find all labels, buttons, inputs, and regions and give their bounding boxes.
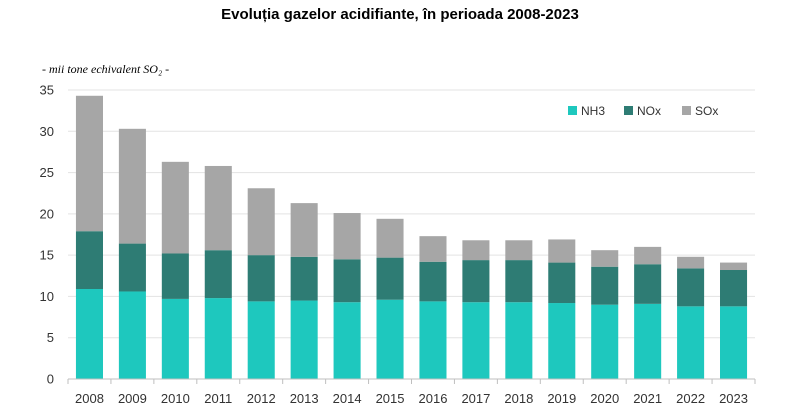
bar-nox-2019	[548, 262, 576, 304]
bar-nox-2016	[419, 261, 447, 302]
bar-sox-2017	[462, 240, 490, 261]
bar-nh3-2008	[75, 288, 103, 379]
bars-layer	[75, 95, 748, 379]
y-tick-label-35: 35	[40, 83, 54, 98]
bar-sox-2010	[161, 161, 189, 254]
legend-layer: NH3 NOx SOx	[568, 104, 718, 118]
x-tick-label-2017: 2017	[461, 391, 490, 406]
bar-nox-2020	[591, 266, 619, 305]
legend-label-sox: SOx	[695, 104, 718, 118]
bar-nh3-2012	[247, 301, 275, 379]
y-tick-label-30: 30	[40, 124, 54, 139]
x-tick-label-2008: 2008	[75, 391, 104, 406]
bar-nox-2011	[204, 250, 232, 299]
y-tick-label-0: 0	[47, 372, 54, 387]
bar-sox-2023	[720, 262, 748, 271]
bar-sox-2014	[333, 213, 361, 260]
bar-sox-2008	[75, 95, 103, 232]
bar-nh3-2023	[720, 306, 748, 379]
bar-sox-2018	[505, 240, 533, 261]
bar-sox-2009	[118, 128, 146, 244]
chart-title: Evoluția gazelor acidifiante, în perioad…	[221, 6, 579, 23]
x-tick-label-2022: 2022	[676, 391, 705, 406]
x-tick-label-2015: 2015	[376, 391, 405, 406]
bar-nh3-2016	[419, 301, 447, 379]
legend-swatch-nox	[624, 106, 633, 115]
bar-nh3-2015	[376, 299, 404, 379]
bar-nox-2015	[376, 257, 404, 300]
unit-label: - mii tone echivalent SO₂ -	[42, 62, 170, 76]
x-tick-label-2016: 2016	[419, 391, 448, 406]
x-tick-label-2018: 2018	[504, 391, 533, 406]
bar-sox-2019	[548, 239, 576, 263]
x-tick-label-2023: 2023	[719, 391, 748, 406]
y-tick-label-20: 20	[40, 206, 54, 221]
bar-nox-2021	[634, 264, 662, 304]
legend-swatch-nh3	[568, 106, 577, 115]
bar-sox-2015	[376, 218, 404, 258]
bar-sox-2012	[247, 188, 275, 256]
bar-sox-2021	[634, 246, 662, 265]
bar-nox-2010	[161, 253, 189, 299]
bar-nh3-2017	[462, 302, 490, 379]
legend-swatch-sox	[682, 106, 691, 115]
bar-nh3-2010	[161, 298, 189, 379]
bar-nh3-2022	[677, 306, 705, 379]
bar-nox-2017	[462, 260, 490, 303]
legend-label-nox: NOx	[637, 104, 661, 118]
x-tick-label-2009: 2009	[118, 391, 147, 406]
bar-nh3-2013	[290, 300, 318, 379]
bar-nh3-2018	[505, 302, 533, 379]
legend-label-nh3: NH3	[581, 104, 605, 118]
x-tick-label-2021: 2021	[633, 391, 662, 406]
bar-nh3-2020	[591, 304, 619, 379]
x-tick-label-2012: 2012	[247, 391, 276, 406]
y-tick-label-5: 5	[47, 330, 54, 345]
bar-sox-2011	[204, 165, 232, 251]
x-tick-label-2010: 2010	[161, 391, 190, 406]
bar-sox-2022	[677, 256, 705, 269]
bar-nox-2009	[118, 243, 146, 292]
x-tick-label-2020: 2020	[590, 391, 619, 406]
bar-nox-2012	[247, 255, 275, 302]
y-tick-label-10: 10	[40, 289, 54, 304]
bar-nh3-2014	[333, 302, 361, 379]
x-tick-label-2019: 2019	[547, 391, 576, 406]
bar-sox-2020	[591, 250, 619, 267]
axis-layer: 0 5 10 15 20 25 30 35 2008 2009 2010 2011 2012 2013 20…	[40, 83, 756, 406]
bar-nox-2014	[333, 259, 361, 303]
bar-nox-2013	[290, 256, 318, 301]
bar-nox-2022	[677, 268, 705, 307]
x-tick-label-2014: 2014	[333, 391, 362, 406]
bar-sox-2016	[419, 236, 447, 262]
bar-nh3-2011	[204, 298, 232, 379]
bar-nh3-2019	[548, 303, 576, 379]
y-tick-label-25: 25	[40, 165, 54, 180]
bar-nox-2018	[505, 260, 533, 303]
bar-nh3-2021	[634, 303, 662, 379]
bar-sox-2013	[290, 203, 318, 257]
bar-nh3-2009	[118, 291, 146, 379]
y-tick-label-15: 15	[40, 248, 54, 263]
x-tick-label-2013: 2013	[290, 391, 319, 406]
bar-nox-2023	[720, 270, 748, 307]
x-tick-label-2011: 2011	[204, 391, 232, 406]
bar-nox-2008	[75, 231, 103, 289]
